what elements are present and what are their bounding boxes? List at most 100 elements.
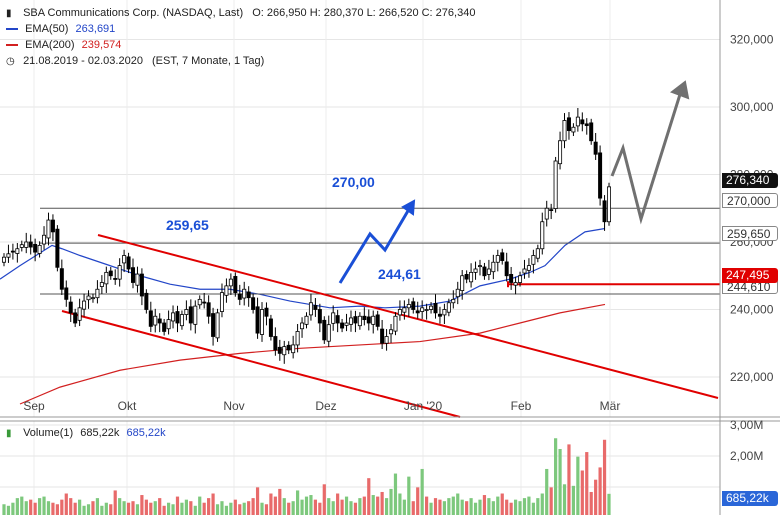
ema200-value: 239,574: [81, 39, 122, 51]
volume-bar: [135, 504, 140, 515]
annotation-270: 270,00: [332, 174, 375, 190]
candle-body: [406, 304, 411, 309]
candle-body: [55, 228, 60, 268]
candle-body: [535, 248, 540, 259]
volume-bar: [376, 496, 380, 515]
candle-body: [371, 315, 376, 325]
volume-bar: [380, 491, 384, 515]
ema50-layer: [0, 227, 606, 309]
volume-bar: [447, 498, 451, 515]
candle-body: [362, 315, 367, 321]
volume-bar: [309, 495, 313, 515]
volume-bar: [46, 501, 51, 515]
volume-bar: [215, 504, 220, 515]
date-range: 21.08.2019 - 02.03.2020: [23, 55, 143, 67]
candle-body: [509, 273, 514, 283]
volume-bar: [567, 444, 571, 515]
candle-body: [495, 255, 500, 263]
volume-bar: [407, 476, 411, 515]
candle-body: [375, 314, 380, 327]
volume-tag: 685,22k: [722, 491, 778, 506]
volume-bar: [278, 488, 282, 515]
volume-bar: [442, 501, 447, 515]
candle-body: [331, 312, 336, 324]
candle-body: [237, 293, 242, 300]
volume-axis-label: 3,00M: [730, 418, 763, 432]
candle-body: [50, 219, 55, 233]
volume-bar: [482, 495, 487, 515]
candle-body: [317, 309, 322, 324]
candle-body: [540, 221, 545, 250]
volume-bar: [104, 502, 108, 515]
volume-bar: [264, 504, 269, 515]
volume-bar: [554, 438, 558, 515]
candle-body: [455, 288, 460, 298]
volume-bar: [589, 491, 593, 515]
candle-body: [531, 255, 536, 265]
volume-bar: [367, 478, 371, 515]
volume-bar: [411, 501, 415, 515]
volume-bar: [29, 499, 33, 515]
volume-bar: [51, 502, 55, 515]
candle-body: [344, 322, 349, 326]
candle-body: [6, 253, 11, 258]
candle-body: [300, 322, 305, 330]
ema200-label: EMA(200): [25, 39, 75, 51]
volume-bar: [20, 496, 24, 515]
gray-arrow: [610, 87, 684, 225]
ema50-legend[interactable]: EMA(50) 263,691: [6, 22, 115, 36]
candle-body: [366, 316, 371, 324]
volume-bar: [273, 496, 277, 515]
volume-bar: [113, 490, 117, 515]
volume-bar: [260, 502, 264, 515]
volume-bar: [465, 501, 469, 515]
volume-bar: [505, 499, 509, 515]
candle-body: [335, 315, 340, 324]
candle-body: [171, 312, 176, 322]
candle-body: [420, 307, 425, 312]
volume-bar: [78, 499, 82, 515]
candle-body: [242, 288, 247, 299]
volume-bar: [371, 495, 375, 515]
candle-body: [482, 266, 487, 277]
volume-bar: [291, 501, 295, 515]
volume-bar: [287, 502, 291, 515]
candle-body: [437, 313, 442, 317]
volume-bar: [469, 498, 473, 515]
volume-bar: [42, 496, 46, 515]
arrows-layer: [338, 80, 690, 284]
candle-body: [598, 152, 603, 199]
ema200-legend[interactable]: EMA(200) 239,574: [6, 38, 121, 52]
volume-bar: [607, 493, 611, 515]
volume-bar: [304, 496, 309, 515]
candle-body: [607, 186, 612, 223]
candle-body: [68, 301, 73, 314]
candle-body: [77, 307, 82, 321]
volume-legend: ▮ Volume(1) 685,22k 685,22k: [6, 426, 166, 441]
candle-body: [602, 200, 607, 223]
volume-label: Volume(1): [23, 427, 74, 439]
x-tick-label: Sep: [23, 399, 45, 413]
level-259-tag: 259,650: [722, 226, 778, 241]
volume-bar: [491, 501, 495, 515]
candle-body: [64, 287, 69, 300]
volume-bar: [118, 498, 122, 515]
volume-bar: [420, 468, 424, 515]
volume-bar: [55, 504, 59, 515]
chart-title: SBA Communications Corp. (NASDAQ, Last): [23, 7, 244, 19]
volume-bar: [496, 496, 500, 515]
volume-bar: [60, 499, 64, 515]
volume-bar: [518, 501, 522, 515]
candle-body: [353, 316, 358, 324]
candle-body: [580, 119, 585, 125]
volume-bar: [198, 496, 202, 515]
volume-bar: [33, 502, 37, 515]
volume-bar: [531, 502, 535, 515]
candle-body: [286, 344, 291, 351]
volume-bar: [207, 498, 211, 515]
volume-bar: [229, 502, 233, 515]
volume-bar: [580, 470, 584, 515]
candle-body: [162, 322, 167, 332]
candle-body: [491, 261, 496, 273]
